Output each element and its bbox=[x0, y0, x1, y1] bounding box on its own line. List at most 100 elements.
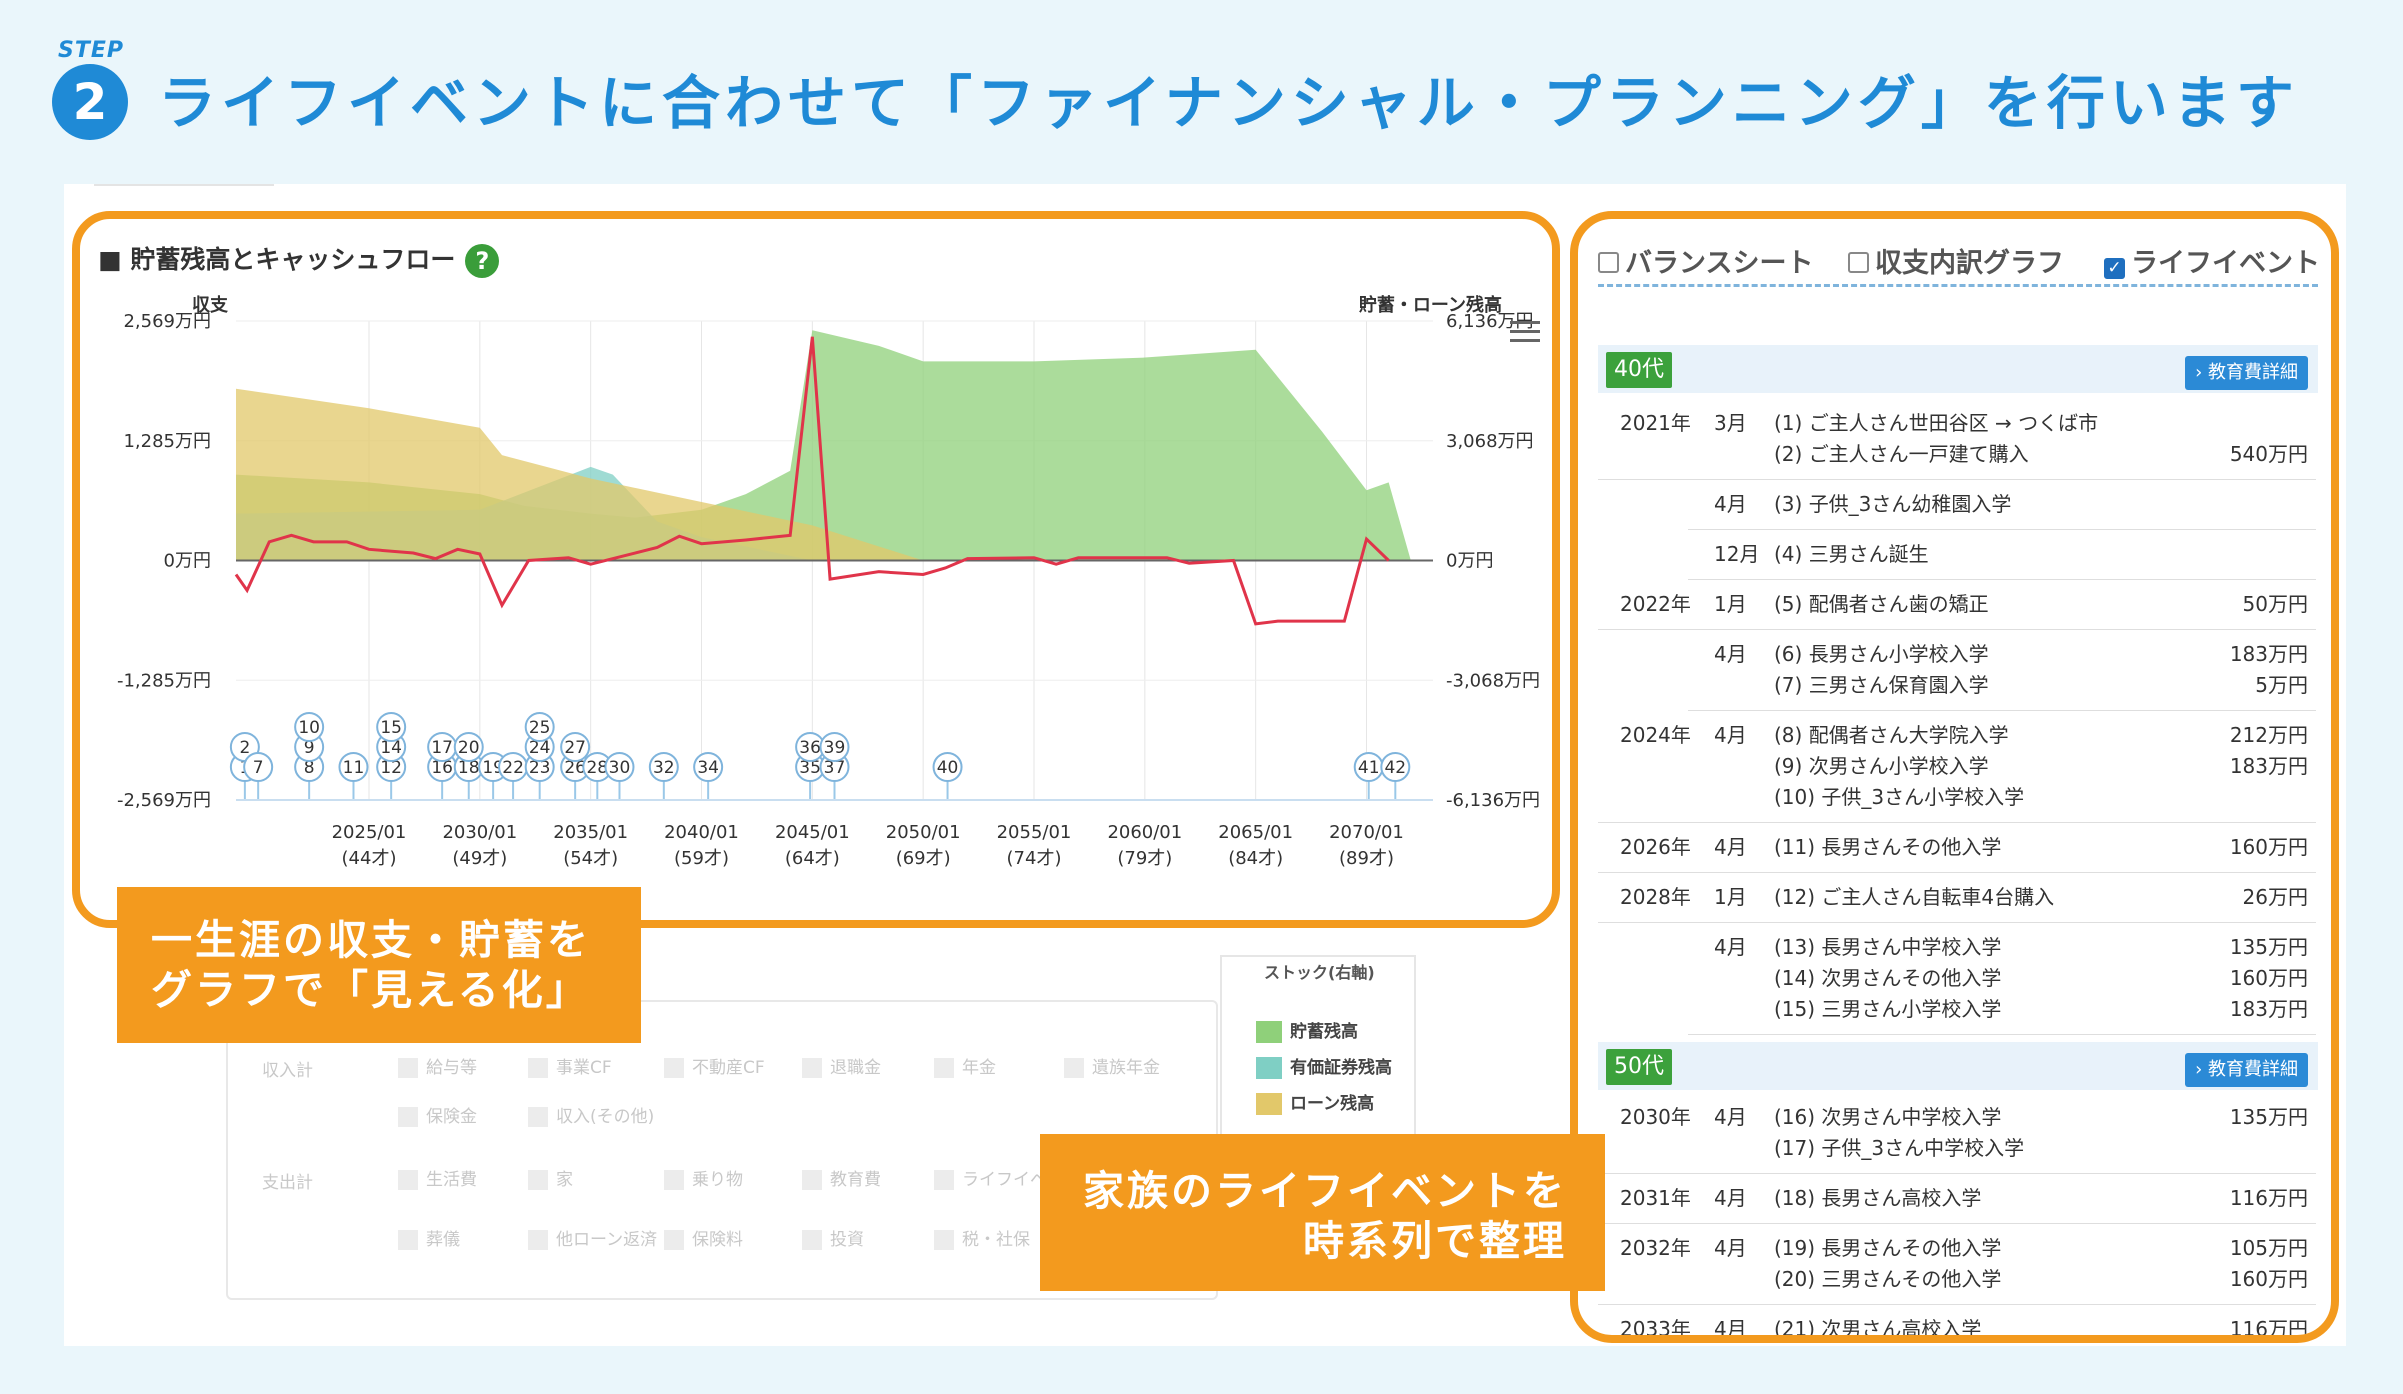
life-event-item[interactable]: (18) 長男さん高校入学 bbox=[1774, 1186, 1982, 1210]
legend-checkbox[interactable] bbox=[528, 1107, 548, 1127]
legend-item-label: 投資 bbox=[830, 1230, 864, 1250]
life-event-item[interactable]: (7) 三男さん保育園入学 bbox=[1774, 673, 1989, 697]
life-event-item[interactable]: (17) 子供_3さん中学校入学 bbox=[1774, 1136, 2025, 1160]
legend-item-income[interactable]: 不動産CF bbox=[664, 1056, 765, 1080]
legend-item-income[interactable]: 年金 bbox=[934, 1056, 996, 1080]
life-event-item[interactable]: (5) 配偶者さん歯の矯正 bbox=[1774, 592, 1989, 616]
life-event-item[interactable]: (4) 三男さん誕生 bbox=[1774, 542, 1929, 566]
tab-label: 収支内訳グラフ bbox=[1875, 248, 2064, 279]
life-event-item[interactable]: (15) 三男さん小学校入学 bbox=[1774, 997, 2002, 1021]
life-event-item[interactable]: (1) ご主人さん世田谷区 → つくば市 bbox=[1774, 411, 2099, 435]
legend-checkbox[interactable] bbox=[1064, 1058, 1084, 1078]
legend-checkbox[interactable] bbox=[528, 1058, 548, 1078]
legend-item-label: 収入(その他) bbox=[556, 1107, 655, 1127]
legend-item-expense[interactable]: 保険料 bbox=[664, 1228, 743, 1252]
legend-checkbox[interactable] bbox=[934, 1230, 954, 1250]
era-header: 40代 › 教育費詳細 bbox=[1598, 345, 2318, 393]
legend-checkbox[interactable] bbox=[934, 1170, 954, 1190]
stock-legend-item[interactable]: 有価証券残高 bbox=[1256, 1053, 1392, 1079]
hamburger-menu-icon[interactable] bbox=[1510, 321, 1540, 343]
event-year: 2024年 bbox=[1620, 723, 1691, 747]
legend-item-income[interactable]: 退職金 bbox=[802, 1056, 881, 1080]
legend-item-expense[interactable]: 投資 bbox=[802, 1228, 864, 1252]
life-event-item[interactable]: (21) 次男さん高校入学 bbox=[1774, 1317, 1982, 1341]
event-marker-label: 20 bbox=[458, 738, 480, 758]
divider bbox=[1688, 710, 2316, 711]
legend-checkbox[interactable] bbox=[398, 1107, 418, 1127]
tab-checkbox[interactable] bbox=[1848, 252, 1869, 273]
event-marker-label: 14 bbox=[380, 738, 402, 758]
legend-checkbox[interactable] bbox=[398, 1170, 418, 1190]
stock-legend: ストック(右軸) 貯蓄残高有価証券残高 ローン残高 bbox=[1220, 955, 1416, 1135]
event-marker-label: 19 bbox=[482, 758, 504, 778]
tab-checkbox[interactable] bbox=[1598, 252, 1619, 273]
stock-legend-title: ストック(右軸) bbox=[1258, 959, 1381, 983]
legend-checkbox[interactable] bbox=[802, 1230, 822, 1250]
life-event-item[interactable]: (8) 配偶者さん大学院入学 bbox=[1774, 723, 2009, 747]
legend-item-expense[interactable]: 税・社保 bbox=[934, 1228, 1030, 1252]
event-month: 4月 bbox=[1714, 642, 1747, 666]
stock-legend-item[interactable]: ローン残高 bbox=[1256, 1089, 1374, 1115]
education-detail-button[interactable]: › 教育費詳細 bbox=[2185, 1053, 2308, 1087]
x-tick-date: 2025/01 bbox=[332, 822, 407, 843]
x-tick-age: (54才) bbox=[563, 848, 618, 869]
legend-item-expense[interactable]: 葬儀 bbox=[398, 1228, 460, 1252]
legend-item-expense[interactable]: 生活費 bbox=[398, 1168, 477, 1192]
legend-row-income: 収入計 bbox=[262, 1061, 313, 1081]
series-area-ローン残高 bbox=[236, 388, 924, 561]
legend-checkbox[interactable] bbox=[398, 1230, 418, 1250]
legend-item-expense[interactable]: 家 bbox=[528, 1168, 573, 1192]
life-event-item[interactable]: (16) 次男さん中学校入学 bbox=[1774, 1105, 2002, 1129]
legend-item-income[interactable]: 収入(その他) bbox=[528, 1105, 654, 1129]
stock-legend-item[interactable]: 貯蓄残高 bbox=[1256, 1017, 1358, 1043]
tab-checkbox[interactable]: ✓ bbox=[2104, 258, 2125, 279]
tab-1[interactable]: 収支内訳グラフ bbox=[1848, 241, 2064, 280]
life-event-item[interactable]: (19) 長男さんその他入学 bbox=[1774, 1236, 2002, 1260]
step-label: STEP bbox=[58, 38, 125, 63]
legend-item-label: 給与等 bbox=[426, 1058, 477, 1078]
legend-checkbox[interactable] bbox=[802, 1170, 822, 1190]
tab-2[interactable]: ✓ ライフイベント bbox=[2104, 241, 2320, 280]
event-marker-label: 18 bbox=[458, 758, 480, 778]
right-tick-label: -6,136万円 bbox=[1446, 790, 1540, 811]
legend-item-income[interactable]: 給与等 bbox=[398, 1056, 477, 1080]
question-circle-icon[interactable]: ? bbox=[465, 244, 500, 278]
step-badge: STEP 2 bbox=[52, 38, 132, 140]
life-event-item[interactable]: (12) ご主人さん自転車4台購入 bbox=[1774, 885, 2055, 909]
legend-checkbox[interactable] bbox=[528, 1230, 548, 1250]
education-detail-button[interactable]: › 教育費詳細 bbox=[2185, 356, 2308, 390]
tab-0[interactable]: バランスシート bbox=[1598, 241, 1813, 280]
legend-checkbox[interactable] bbox=[528, 1170, 548, 1190]
legend-checkbox[interactable] bbox=[398, 1058, 418, 1078]
legend-checkbox[interactable] bbox=[664, 1058, 684, 1078]
right-tick-label: 6,136万円 bbox=[1446, 311, 1534, 332]
life-event-item[interactable]: (11) 長男さんその他入学 bbox=[1774, 835, 2002, 859]
life-event-item[interactable]: (14) 次男さんその他入学 bbox=[1774, 966, 2002, 990]
left-tick-label: -1,285万円 bbox=[117, 670, 211, 691]
x-tick-date: 2055/01 bbox=[997, 822, 1072, 843]
legend-checkbox[interactable] bbox=[664, 1230, 684, 1250]
legend-item-income[interactable]: 保険金 bbox=[398, 1105, 477, 1129]
x-tick-age: (89才) bbox=[1339, 848, 1394, 869]
legend-item-income[interactable]: 事業CF bbox=[528, 1056, 612, 1080]
legend-item-label: 税・社保 bbox=[962, 1230, 1030, 1250]
legend-item-expense[interactable]: 他ローン返済 bbox=[528, 1228, 657, 1252]
life-event-item[interactable]: (9) 次男さん小学校入学 bbox=[1774, 754, 1989, 778]
life-event-item[interactable]: (6) 長男さん小学校入学 bbox=[1774, 642, 1989, 666]
chart-title: ■ 貯蓄残高とキャッシュフロー? bbox=[98, 240, 500, 278]
legend-item-expense[interactable]: 乗り物 bbox=[664, 1168, 743, 1192]
event-marker-label: 8 bbox=[304, 758, 315, 778]
life-event-item[interactable]: (2) ご主人さん一戸建て購入 bbox=[1774, 442, 2029, 466]
legend-checkbox[interactable] bbox=[802, 1058, 822, 1078]
series-area-貯蓄残高 bbox=[236, 330, 1411, 561]
legend-item-income[interactable]: 遺族年金 bbox=[1064, 1056, 1160, 1080]
legend-item-expense[interactable]: 教育費 bbox=[802, 1168, 881, 1192]
life-event-item[interactable]: (20) 三男さんその他入学 bbox=[1774, 1267, 2002, 1291]
legend-checkbox[interactable] bbox=[664, 1170, 684, 1190]
life-event-item[interactable]: (13) 長男さん中学校入学 bbox=[1774, 935, 2002, 959]
event-amount: 183万円 bbox=[2229, 997, 2308, 1021]
life-event-item[interactable]: (10) 子供_3さん小学校入学 bbox=[1774, 785, 2025, 809]
life-event-item[interactable]: (3) 子供_3さん幼稚園入学 bbox=[1774, 492, 2012, 516]
event-year: 2026年 bbox=[1620, 835, 1691, 859]
legend-checkbox[interactable] bbox=[934, 1058, 954, 1078]
